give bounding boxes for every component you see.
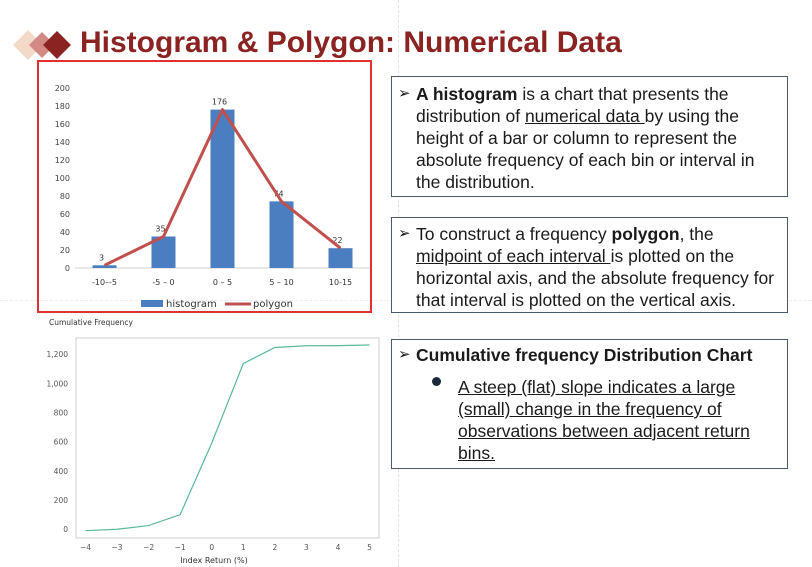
y-tick-label: 200 xyxy=(55,84,70,93)
x-tick-label: −1 xyxy=(175,543,186,552)
y-tick-label: 200 xyxy=(54,496,69,505)
histogram-bar xyxy=(210,109,235,268)
data-label: 35 xyxy=(155,225,165,234)
y-tick-label: 800 xyxy=(54,408,69,417)
histogram-bar xyxy=(92,265,117,268)
polygon-text-3: is plotted on the horizontal axis, and t… xyxy=(416,246,774,310)
x-tick-label: 2 xyxy=(272,543,277,552)
x-tick-label: 3 xyxy=(304,543,309,552)
numerical-data-term: numerical data xyxy=(524,106,645,126)
x-tick-label: 0 xyxy=(209,543,214,552)
y-tick-label: 60 xyxy=(60,210,70,219)
histogram-text-1: is a chart that presents the distributio… xyxy=(416,84,729,126)
polygon-line xyxy=(103,108,342,267)
histogram-term: A histogram xyxy=(416,84,518,104)
histogram-highlight-frame xyxy=(37,60,372,313)
y-tick-label: 140 xyxy=(55,138,70,147)
polygon-definition-box: ➢ To construct a frequency polygon, the … xyxy=(391,217,788,313)
y-tick-label: 1,000 xyxy=(47,379,69,388)
bullet-dot-icon xyxy=(432,377,441,386)
y-tick-label: 120 xyxy=(55,156,70,165)
x-tick-label: 1 xyxy=(241,543,246,552)
y-tick-label: 400 xyxy=(54,467,69,476)
cumulative-bullet-text: A steep (flat) slope indicates a large (… xyxy=(458,377,750,463)
data-label: 22 xyxy=(332,236,342,245)
data-label: 3 xyxy=(99,253,104,262)
polygon-text-2: , the xyxy=(679,224,714,244)
y-tick-label: 20 xyxy=(60,246,70,255)
data-label: 176 xyxy=(212,98,227,107)
cumulative-heading: ➢ Cumulative frequency Distribution Char… xyxy=(398,344,781,366)
midpoint-term: midpoint of each interval xyxy=(416,246,611,266)
plot-frame xyxy=(75,337,380,539)
data-label: 74 xyxy=(273,189,283,198)
y-tick-label: 180 xyxy=(55,102,70,111)
x-axis-title: Index Return (%) xyxy=(180,556,248,565)
histogram-bar xyxy=(328,248,353,268)
polygon-text-1: To construct a frequency xyxy=(416,224,612,244)
y-tick-label: 160 xyxy=(55,120,70,129)
y-tick-label: 0 xyxy=(65,264,70,273)
histogram-chart: 0 20 40 60 80 100 120 140 160 180 200 3 -10–-5 35 -5 –… xyxy=(55,84,370,310)
x-tick-label: 5 – 10 xyxy=(269,278,293,287)
arrow-bullet-icon: ➢ xyxy=(398,346,411,363)
page-title: Histogram & Polygon: Numerical Data xyxy=(80,26,622,59)
x-tick-label: −2 xyxy=(143,543,154,552)
x-tick-label: 10-15 xyxy=(329,278,352,287)
histogram-bar xyxy=(269,201,294,268)
x-tick-label: 4 xyxy=(336,543,341,552)
y-tick-label: 1,200 xyxy=(47,350,69,359)
polygon-definition-text: ➢ To construct a frequency polygon, the … xyxy=(398,223,781,311)
y-tick-label: 600 xyxy=(54,438,69,447)
x-tick-label: 0 – 5 xyxy=(213,278,232,287)
legend-swatch-histogram xyxy=(141,300,163,307)
x-tick-label: 5 xyxy=(367,543,372,552)
cumulative-definition-box: ➢ Cumulative frequency Distribution Char… xyxy=(391,339,788,469)
arrow-bullet-icon: ➢ xyxy=(398,225,411,242)
x-tick-label: −4 xyxy=(80,543,91,552)
cumulative-heading-text: Cumulative frequency Distribution Chart xyxy=(416,345,753,365)
legend-label-polygon: polygon xyxy=(253,299,293,310)
y-tick-label: 100 xyxy=(55,174,70,183)
histogram-definition-box: ➢ A histogram is a chart that presents t… xyxy=(391,76,788,197)
cumulative-frequency-chart: Cumulative Frequency 0 200 400 600 800 1,000 1,… xyxy=(47,318,380,565)
y-tick-label: 0 xyxy=(63,525,68,534)
cumulative-line xyxy=(85,344,370,532)
x-tick-label: -10–-5 xyxy=(92,278,117,287)
y-axis-title: Cumulative Frequency xyxy=(49,318,133,327)
diamond-logo-icon xyxy=(13,30,71,60)
y-tick-label: 40 xyxy=(60,228,70,237)
arrow-bullet-icon: ➢ xyxy=(398,85,411,102)
y-tick-label: 80 xyxy=(60,192,70,201)
x-tick-label: −3 xyxy=(112,543,123,552)
legend-label-histogram: histogram xyxy=(166,299,217,310)
histogram-text-2: by using the height of a bar or column t… xyxy=(416,106,755,192)
histogram-definition-text: ➢ A histogram is a chart that presents t… xyxy=(398,83,781,193)
x-tick-label: -5 – 0 xyxy=(152,278,174,287)
polygon-term: polygon xyxy=(611,224,680,244)
